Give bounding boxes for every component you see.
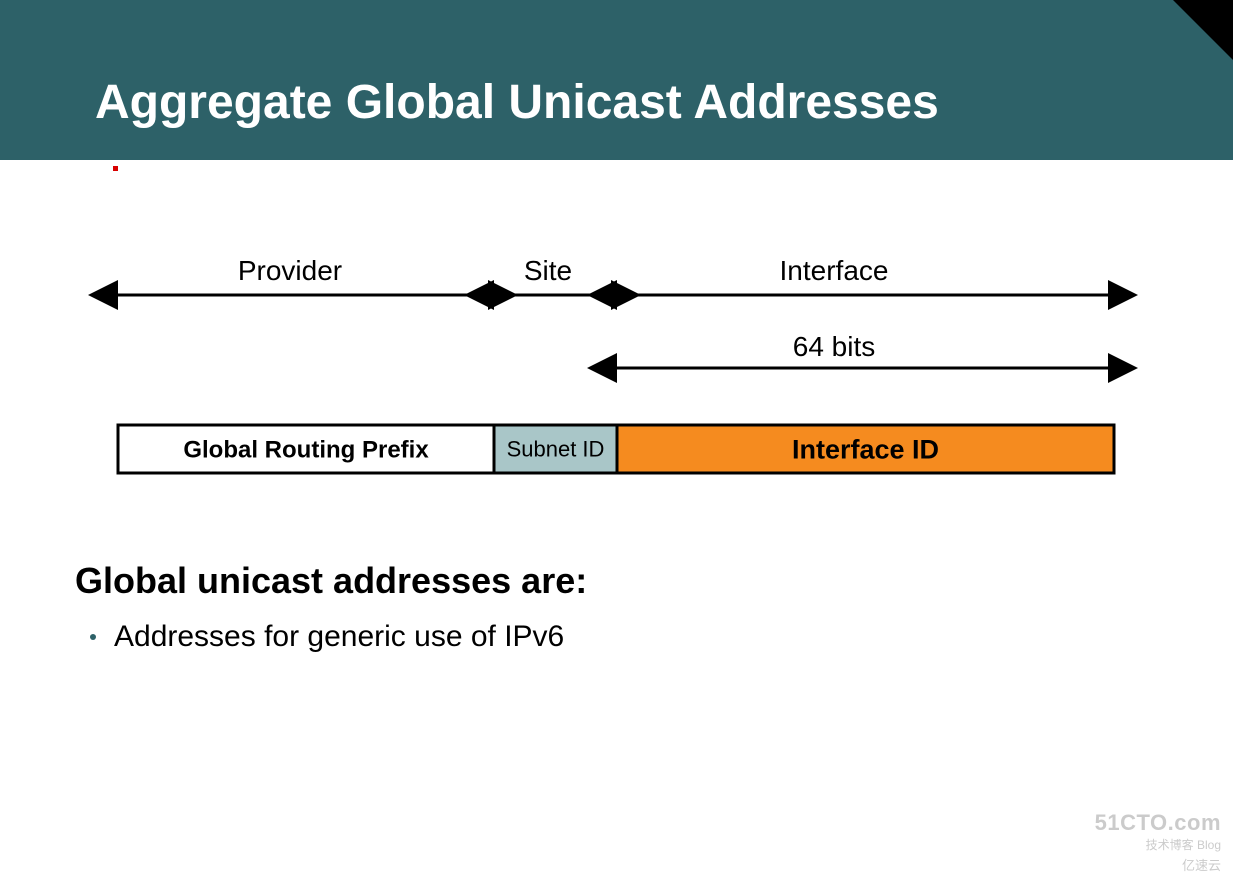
watermark: 51CTO.com 技术博客 Blog 亿速云: [1095, 810, 1221, 874]
bullet-list: Addresses for generic use of IPv6: [90, 620, 564, 654]
bullet-text: Addresses for generic use of IPv6: [114, 620, 564, 654]
svg-text:Subnet ID: Subnet ID: [507, 437, 605, 462]
svg-text:Global Routing Prefix: Global Routing Prefix: [183, 436, 429, 463]
svg-text:Provider: Provider: [238, 255, 342, 286]
svg-text:Interface ID: Interface ID: [792, 434, 939, 464]
watermark-main: 51CTO.com: [1095, 810, 1221, 836]
svg-text:64 bits: 64 bits: [793, 331, 876, 362]
watermark-sub2: 亿速云: [1095, 855, 1221, 874]
address-structure-diagram: Provider Site Interface 64 bits Global Routi…: [0, 0, 1233, 520]
svg-text:Site: Site: [524, 255, 572, 286]
subheading: Global unicast addresses are:: [75, 560, 587, 602]
bullet-dot-icon: [90, 634, 96, 640]
watermark-sub1: 技术博客 Blog: [1095, 836, 1221, 853]
bullet-item: Addresses for generic use of IPv6: [90, 620, 564, 654]
svg-text:Interface: Interface: [780, 255, 889, 286]
